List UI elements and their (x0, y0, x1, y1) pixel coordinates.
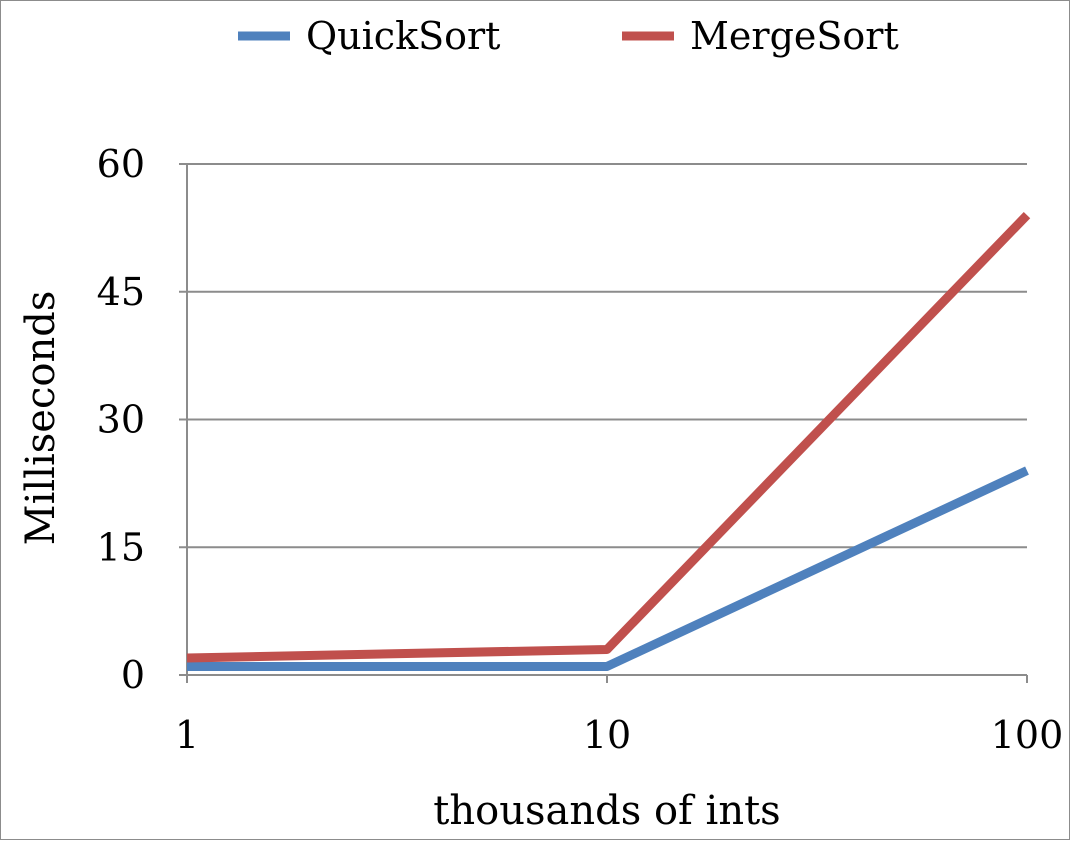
x-tick-label: 10 (583, 713, 631, 757)
x-axis-label: thousands of ints (433, 788, 780, 834)
mergesort-line (186, 211, 1031, 663)
gridlines (179, 163, 1028, 683)
quicksort-line (187, 466, 1029, 671)
quicksort-legend-label: QuickSort (306, 14, 500, 58)
y-tick-label: 60 (97, 142, 145, 186)
mergesort-legend-label: MergeSort (690, 14, 899, 58)
legend: QuickSort MergeSort (238, 14, 899, 58)
axes (186, 164, 1027, 676)
series-lines (186, 211, 1031, 671)
y-tick-label: 30 (97, 398, 145, 442)
x-tick-label: 1 (175, 713, 199, 757)
tick-labels: 0 15 30 45 60 1 10 100 (97, 142, 1064, 757)
y-tick-label: 45 (97, 270, 145, 314)
y-axis-label: Milliseconds (18, 291, 64, 546)
y-tick-label: 15 (97, 525, 145, 569)
y-tick-label: 0 (121, 653, 145, 697)
x-tick-label: 100 (991, 713, 1064, 757)
